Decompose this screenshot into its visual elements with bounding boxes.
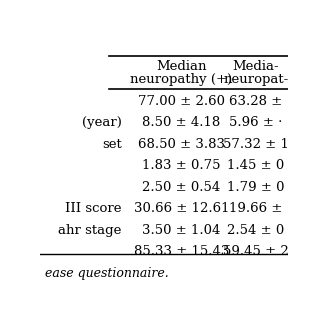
Text: 68.50 ± 3.83: 68.50 ± 3.83 — [138, 138, 225, 151]
Text: 2.54 ± 0: 2.54 ± 0 — [227, 224, 284, 236]
Text: 8.50 ± 4.18: 8.50 ± 4.18 — [142, 116, 220, 129]
Text: 3.50 ± 1.04: 3.50 ± 1.04 — [142, 224, 220, 236]
Text: 2.50 ± 0.54: 2.50 ± 0.54 — [142, 180, 220, 194]
Text: ahr stage: ahr stage — [59, 224, 122, 236]
Text: neuropat-: neuropat- — [223, 73, 288, 86]
Text: ease questionnaire.: ease questionnaire. — [45, 267, 169, 280]
Text: neuropathy (+): neuropathy (+) — [130, 73, 232, 86]
Text: Media-: Media- — [232, 60, 279, 73]
Text: 1.45 ± 0: 1.45 ± 0 — [227, 159, 284, 172]
Text: III score: III score — [65, 202, 122, 215]
Text: set: set — [102, 138, 122, 151]
Text: 5.96 ± ·: 5.96 ± · — [229, 116, 283, 129]
Text: 57.32 ± 1: 57.32 ± 1 — [223, 138, 289, 151]
Text: 85.33 ± 15.43: 85.33 ± 15.43 — [134, 245, 229, 258]
Text: 63.28 ±: 63.28 ± — [229, 95, 282, 108]
Text: 19.66 ±: 19.66 ± — [229, 202, 283, 215]
Text: Median: Median — [156, 60, 207, 73]
Text: (year): (year) — [82, 116, 122, 129]
Text: 30.66 ± 12.61: 30.66 ± 12.61 — [134, 202, 229, 215]
Text: 59.45 ± 2: 59.45 ± 2 — [223, 245, 289, 258]
Text: 1.79 ± 0: 1.79 ± 0 — [227, 180, 284, 194]
Text: 77.00 ± 2.60: 77.00 ± 2.60 — [138, 95, 225, 108]
Text: 1.83 ± 0.75: 1.83 ± 0.75 — [142, 159, 220, 172]
